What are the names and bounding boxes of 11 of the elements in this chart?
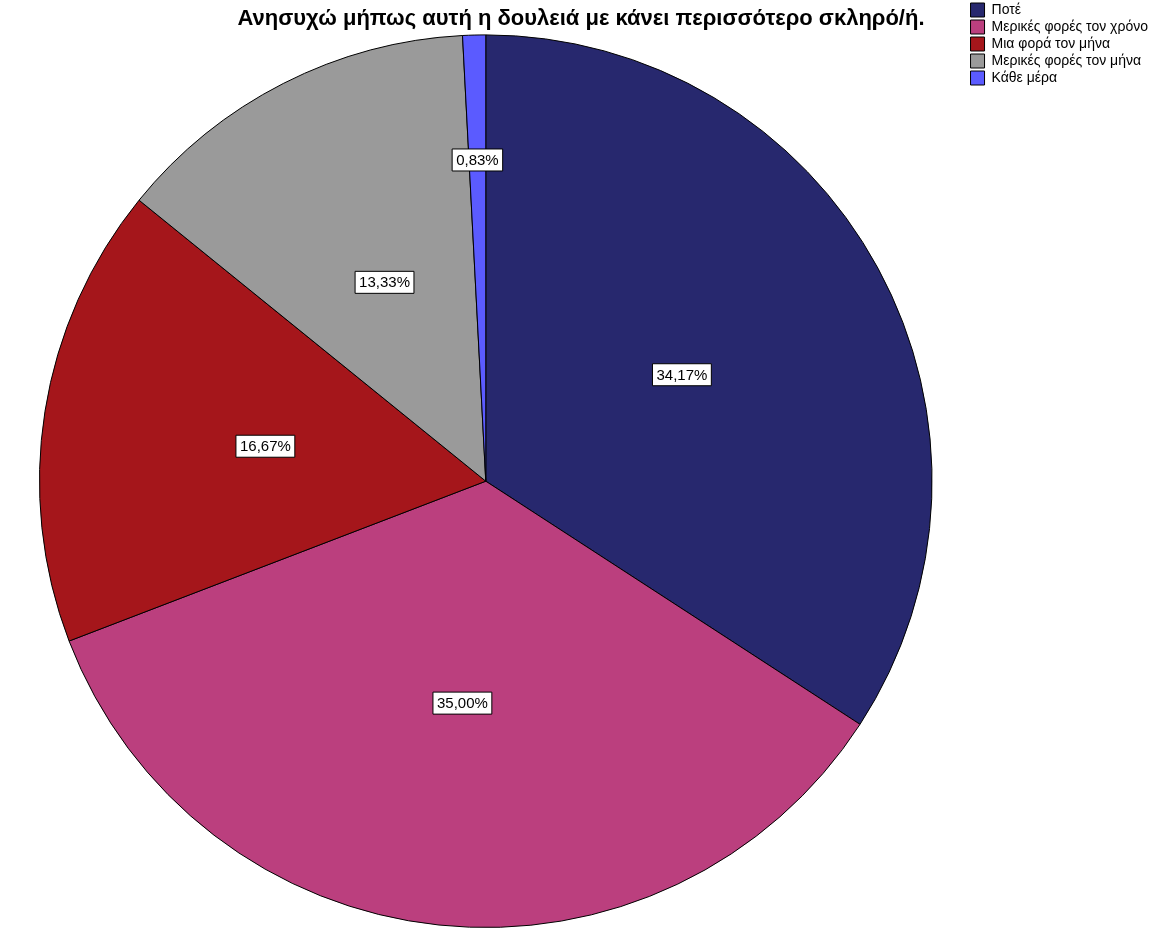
data-label: 13,33% — [359, 273, 410, 291]
data-label: 0,83% — [456, 151, 499, 169]
data-label: 34,17% — [656, 365, 708, 383]
legend-label: Ποτέ — [991, 0, 1022, 17]
legend-label: Μερικές φορές τον μήνα — [991, 51, 1142, 68]
legend-label: Μερικές φορές τον χρόνο — [991, 17, 1149, 34]
chart-title: Ανησυχώ μήπως αυτή η δουλειά με κάνει περισσότερο σκληρό/ή. — [237, 5, 925, 31]
legend-label: Μια φορά τον μήνα — [991, 34, 1111, 51]
legend-label: Κάθε μέρα — [991, 68, 1058, 85]
data-label: 35,00% — [436, 694, 488, 712]
data-label: 16,67% — [239, 437, 291, 455]
